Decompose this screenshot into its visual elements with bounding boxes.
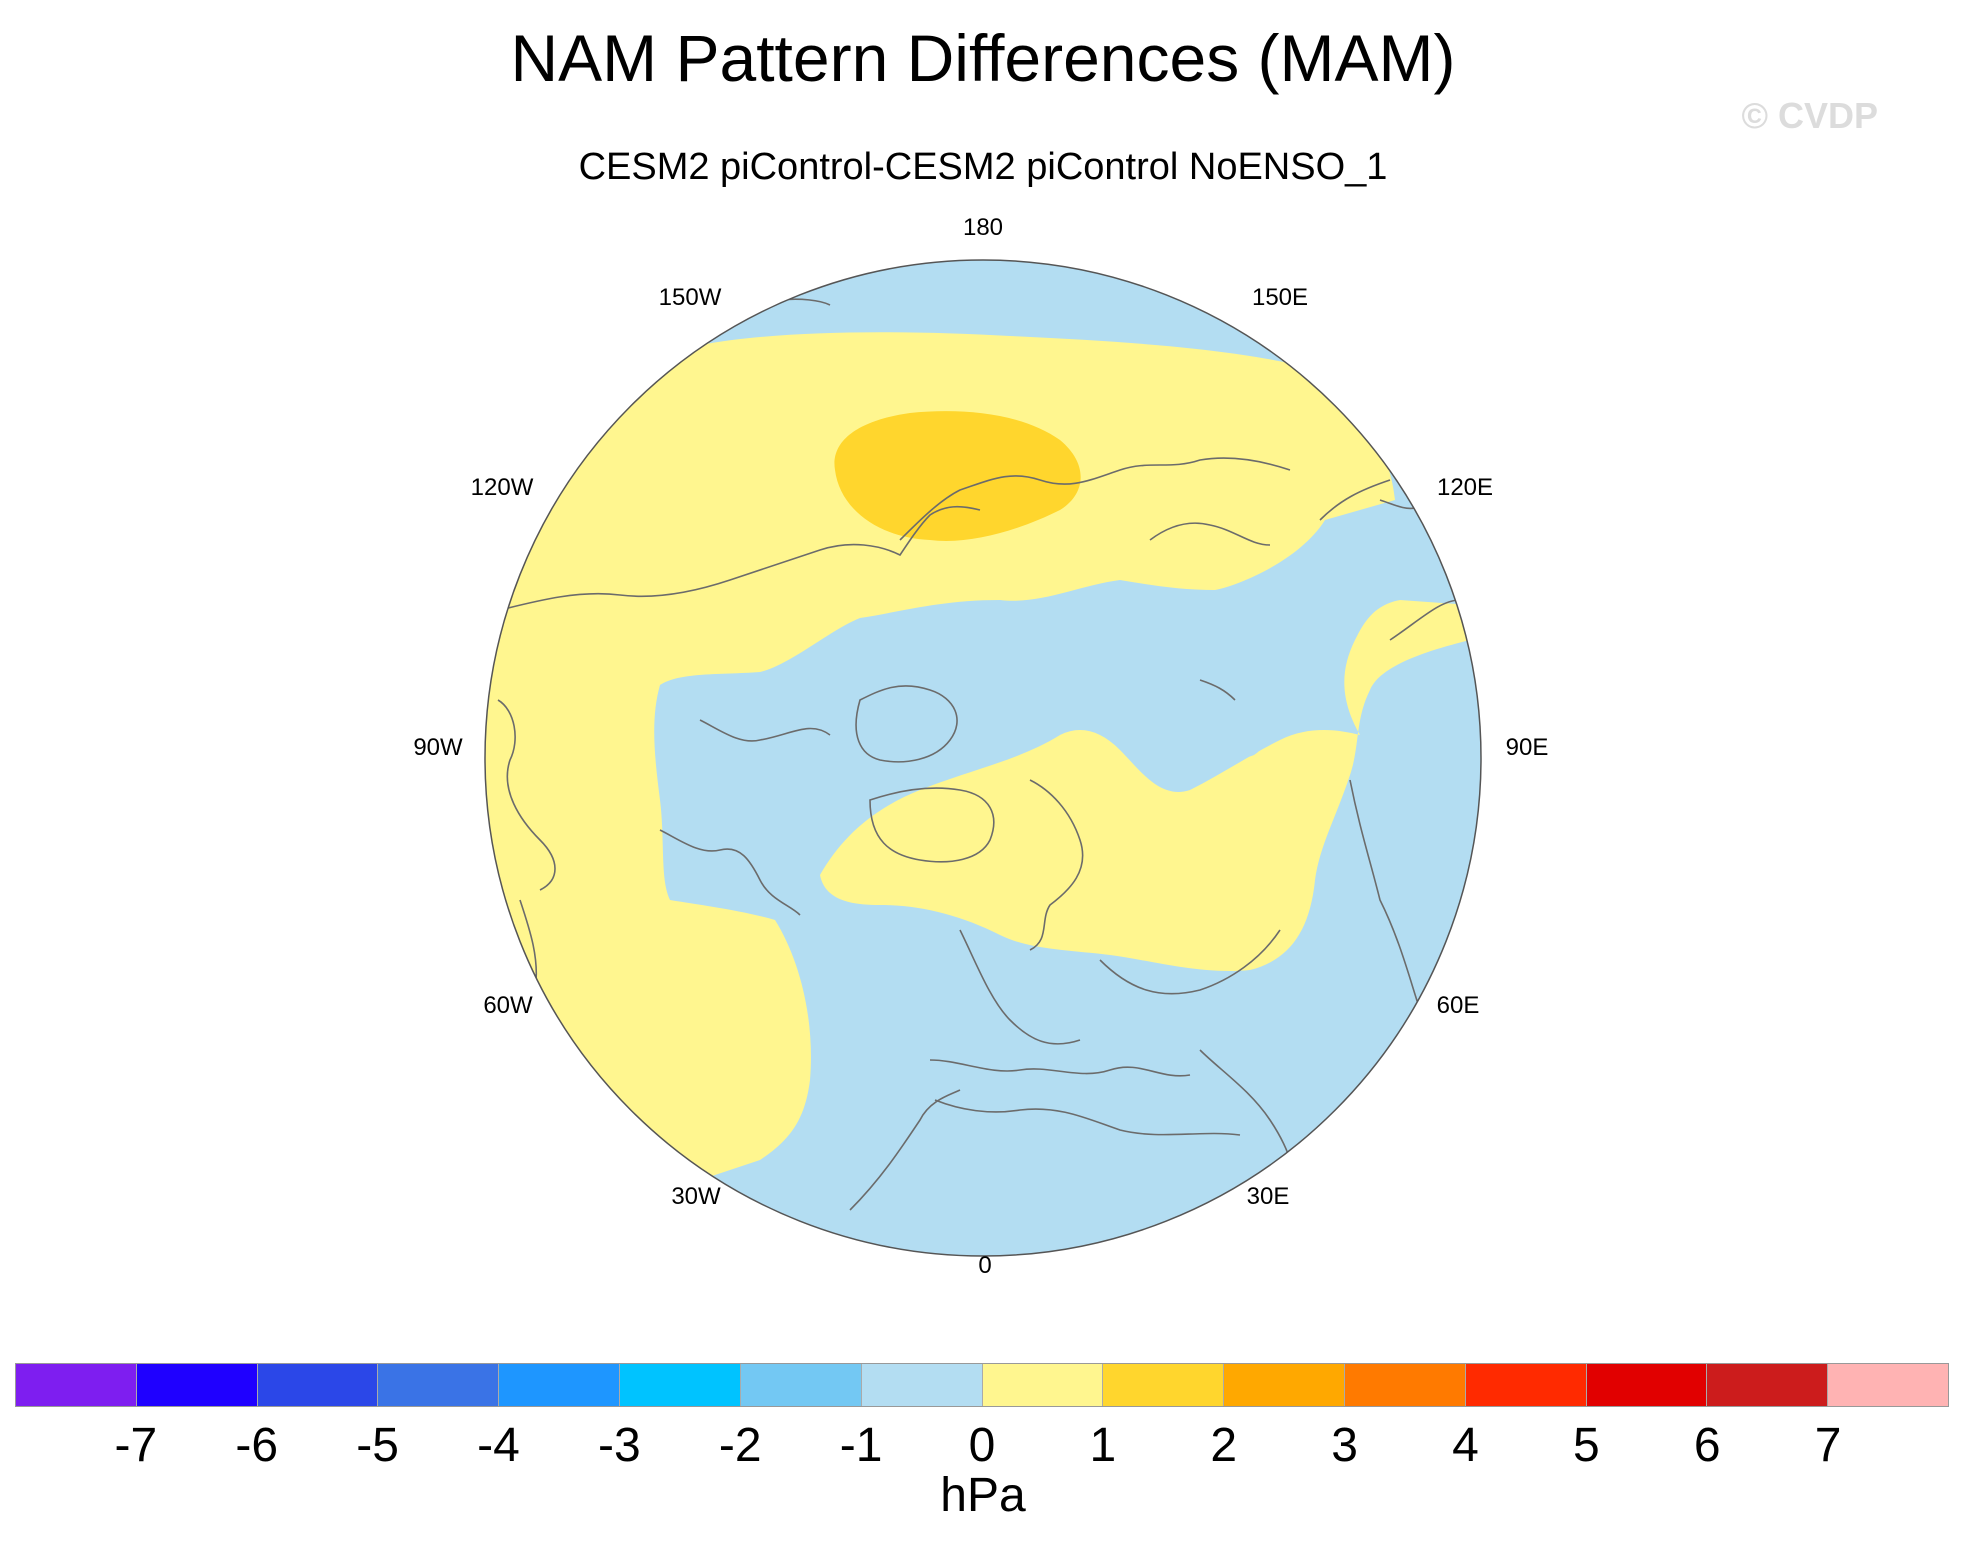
colorbar-segment — [378, 1364, 500, 1406]
colorbar-tick-label: 7 — [1814, 1419, 1842, 1472]
colorbar-tick-label: 0 — [968, 1419, 996, 1472]
colorbar-segment — [1707, 1364, 1829, 1406]
colorbar-tick-label: 5 — [1573, 1419, 1600, 1472]
lon-label-0: 0 — [978, 1252, 992, 1279]
colorbar-tick-label: -6 — [235, 1419, 279, 1472]
colorbar-tick-label: -5 — [356, 1419, 399, 1472]
colorbar-segment — [1344, 1364, 1466, 1406]
lon-label-90w: 90W — [413, 734, 463, 761]
strong-positive-region — [834, 411, 1081, 541]
lon-label-120w: 120W — [470, 474, 534, 501]
colorbar-tick-label: -4 — [477, 1419, 520, 1472]
lon-label-120e: 120E — [1436, 474, 1494, 501]
colorbar-segment — [257, 1364, 379, 1406]
colorbar-segment — [16, 1364, 137, 1406]
colorbar-tick-label: 4 — [1452, 1419, 1479, 1472]
lon-label-150e: 150E — [1251, 284, 1309, 311]
colorbar-segment — [1224, 1364, 1345, 1406]
cvdp-watermark: © CVDP — [1741, 95, 1878, 136]
lon-label-30w: 30W — [671, 1183, 721, 1210]
plot-subtitle: CESM2 piControl-CESM2 piControl NoENSO_1 — [578, 146, 1388, 188]
colorbar-tick-label: 3 — [1331, 1419, 1358, 1472]
colorbar-tick-label: 6 — [1693, 1419, 1721, 1472]
negative-pocket — [1231, 734, 1263, 758]
colorbar-segment — [861, 1364, 983, 1406]
colorbar — [15, 1363, 1949, 1407]
colorbar-tick-label: 1 — [1089, 1419, 1117, 1472]
lon-label-30e: 30E — [1246, 1183, 1290, 1210]
colorbar-units: hPa — [940, 1469, 1026, 1522]
positive-region-eurasia — [820, 600, 1470, 972]
colorbar-tick-label: -1 — [839, 1419, 883, 1472]
colorbar-segment — [1103, 1364, 1225, 1406]
colorbar-tick-label: -3 — [598, 1419, 641, 1472]
lon-label-150w: 150W — [658, 284, 722, 311]
colorbar-tick-label: 2 — [1210, 1419, 1238, 1472]
map-border — [484, 259, 1482, 1257]
colorbar-segment — [1586, 1364, 1708, 1406]
colorbar-segment — [499, 1364, 621, 1406]
lon-label-180: 180 — [962, 214, 1004, 241]
colorbar-segment — [136, 1364, 258, 1406]
colorbar-segment — [982, 1364, 1104, 1406]
colorbar-segment — [1828, 1364, 1948, 1406]
colorbar-segment — [1465, 1364, 1587, 1406]
colorbar-segment — [620, 1364, 741, 1406]
lon-label-60e: 60E — [1436, 992, 1480, 1019]
colorbar-segment — [740, 1364, 862, 1406]
lon-label-60w: 60W — [483, 992, 533, 1019]
positive-region-pacific-america — [485, 332, 1395, 1180]
lon-label-90e: 90E — [1505, 734, 1549, 761]
plot-title: NAM Pattern Differences (MAM) — [510, 21, 1456, 95]
colorbar-tick-label: -7 — [114, 1419, 158, 1472]
colorbar-tick-label: -2 — [718, 1419, 762, 1472]
